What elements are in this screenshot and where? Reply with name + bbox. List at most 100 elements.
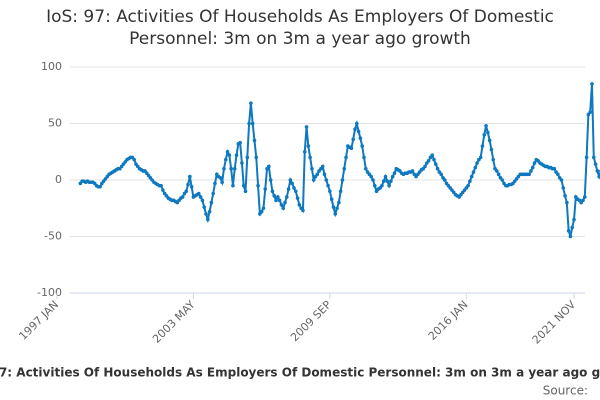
point [200,198,205,203]
point [482,133,487,137]
point [225,149,230,154]
point [270,189,275,194]
point [308,155,312,160]
point [559,178,564,182]
point [351,137,356,142]
point [389,179,393,183]
point [290,181,294,186]
point [288,178,293,182]
point [486,130,490,135]
point [439,172,443,177]
point [329,197,334,202]
point [252,138,257,143]
point [279,203,284,207]
point [362,155,366,160]
point [433,162,438,166]
point [249,101,253,105]
source: Source: [543,384,588,398]
point [293,189,298,194]
point [311,178,316,182]
point [478,155,483,160]
point [489,147,494,152]
point [268,178,273,182]
point [529,169,533,173]
point [372,183,377,188]
point [259,209,264,214]
point [590,82,594,86]
point [198,195,203,199]
point [205,217,210,222]
point [276,195,280,199]
point [532,161,537,165]
point [261,206,266,211]
point [306,144,311,148]
point [98,184,102,189]
point [159,183,163,188]
point [471,170,476,174]
point [186,182,190,187]
y-tick-label: 50 [48,117,62,130]
point [238,140,242,145]
point [565,200,569,205]
point [211,191,215,196]
point [597,174,600,179]
point [218,175,223,180]
point [302,149,307,154]
x-tick-label: 2009 SEP [288,298,334,344]
point [487,138,492,143]
point [369,174,373,179]
point [213,181,217,186]
point [243,189,248,194]
point [326,183,330,188]
point [390,174,395,179]
point [304,125,309,129]
point [274,198,278,203]
y-tick-label: -50 [44,230,62,243]
point [484,123,488,128]
point [381,179,386,183]
point [500,178,505,182]
point [568,234,573,239]
point [333,212,338,216]
point [353,127,357,131]
point [426,158,431,163]
point [371,178,375,182]
point [442,178,447,182]
y-tick-label: 100 [41,60,62,73]
point [245,155,250,160]
point [556,172,560,177]
point [563,194,567,198]
point [584,155,589,160]
point [469,174,474,179]
x-tick-label: 2003 MAY [150,298,198,346]
y-tick-label: -100 [37,286,62,299]
point [241,183,246,188]
point [281,206,285,211]
point [292,186,296,190]
point [267,164,271,169]
point [328,189,332,194]
point [380,183,384,188]
point [284,195,289,199]
point [496,172,501,177]
point [310,166,314,171]
x-tick-label: 2016 JAN [426,298,471,343]
point [572,217,576,222]
point [222,166,226,171]
point [322,172,327,177]
point [207,209,212,214]
x-tick-label: 2021 NOV [530,298,579,347]
y-tick-label: 0 [55,173,62,186]
point [234,153,239,157]
point [473,165,478,170]
point [132,157,136,162]
point [360,144,364,148]
point [272,194,277,198]
point [283,200,287,205]
point [227,153,232,157]
point [189,184,194,189]
point [570,225,575,230]
point [295,196,300,200]
point [223,157,228,162]
